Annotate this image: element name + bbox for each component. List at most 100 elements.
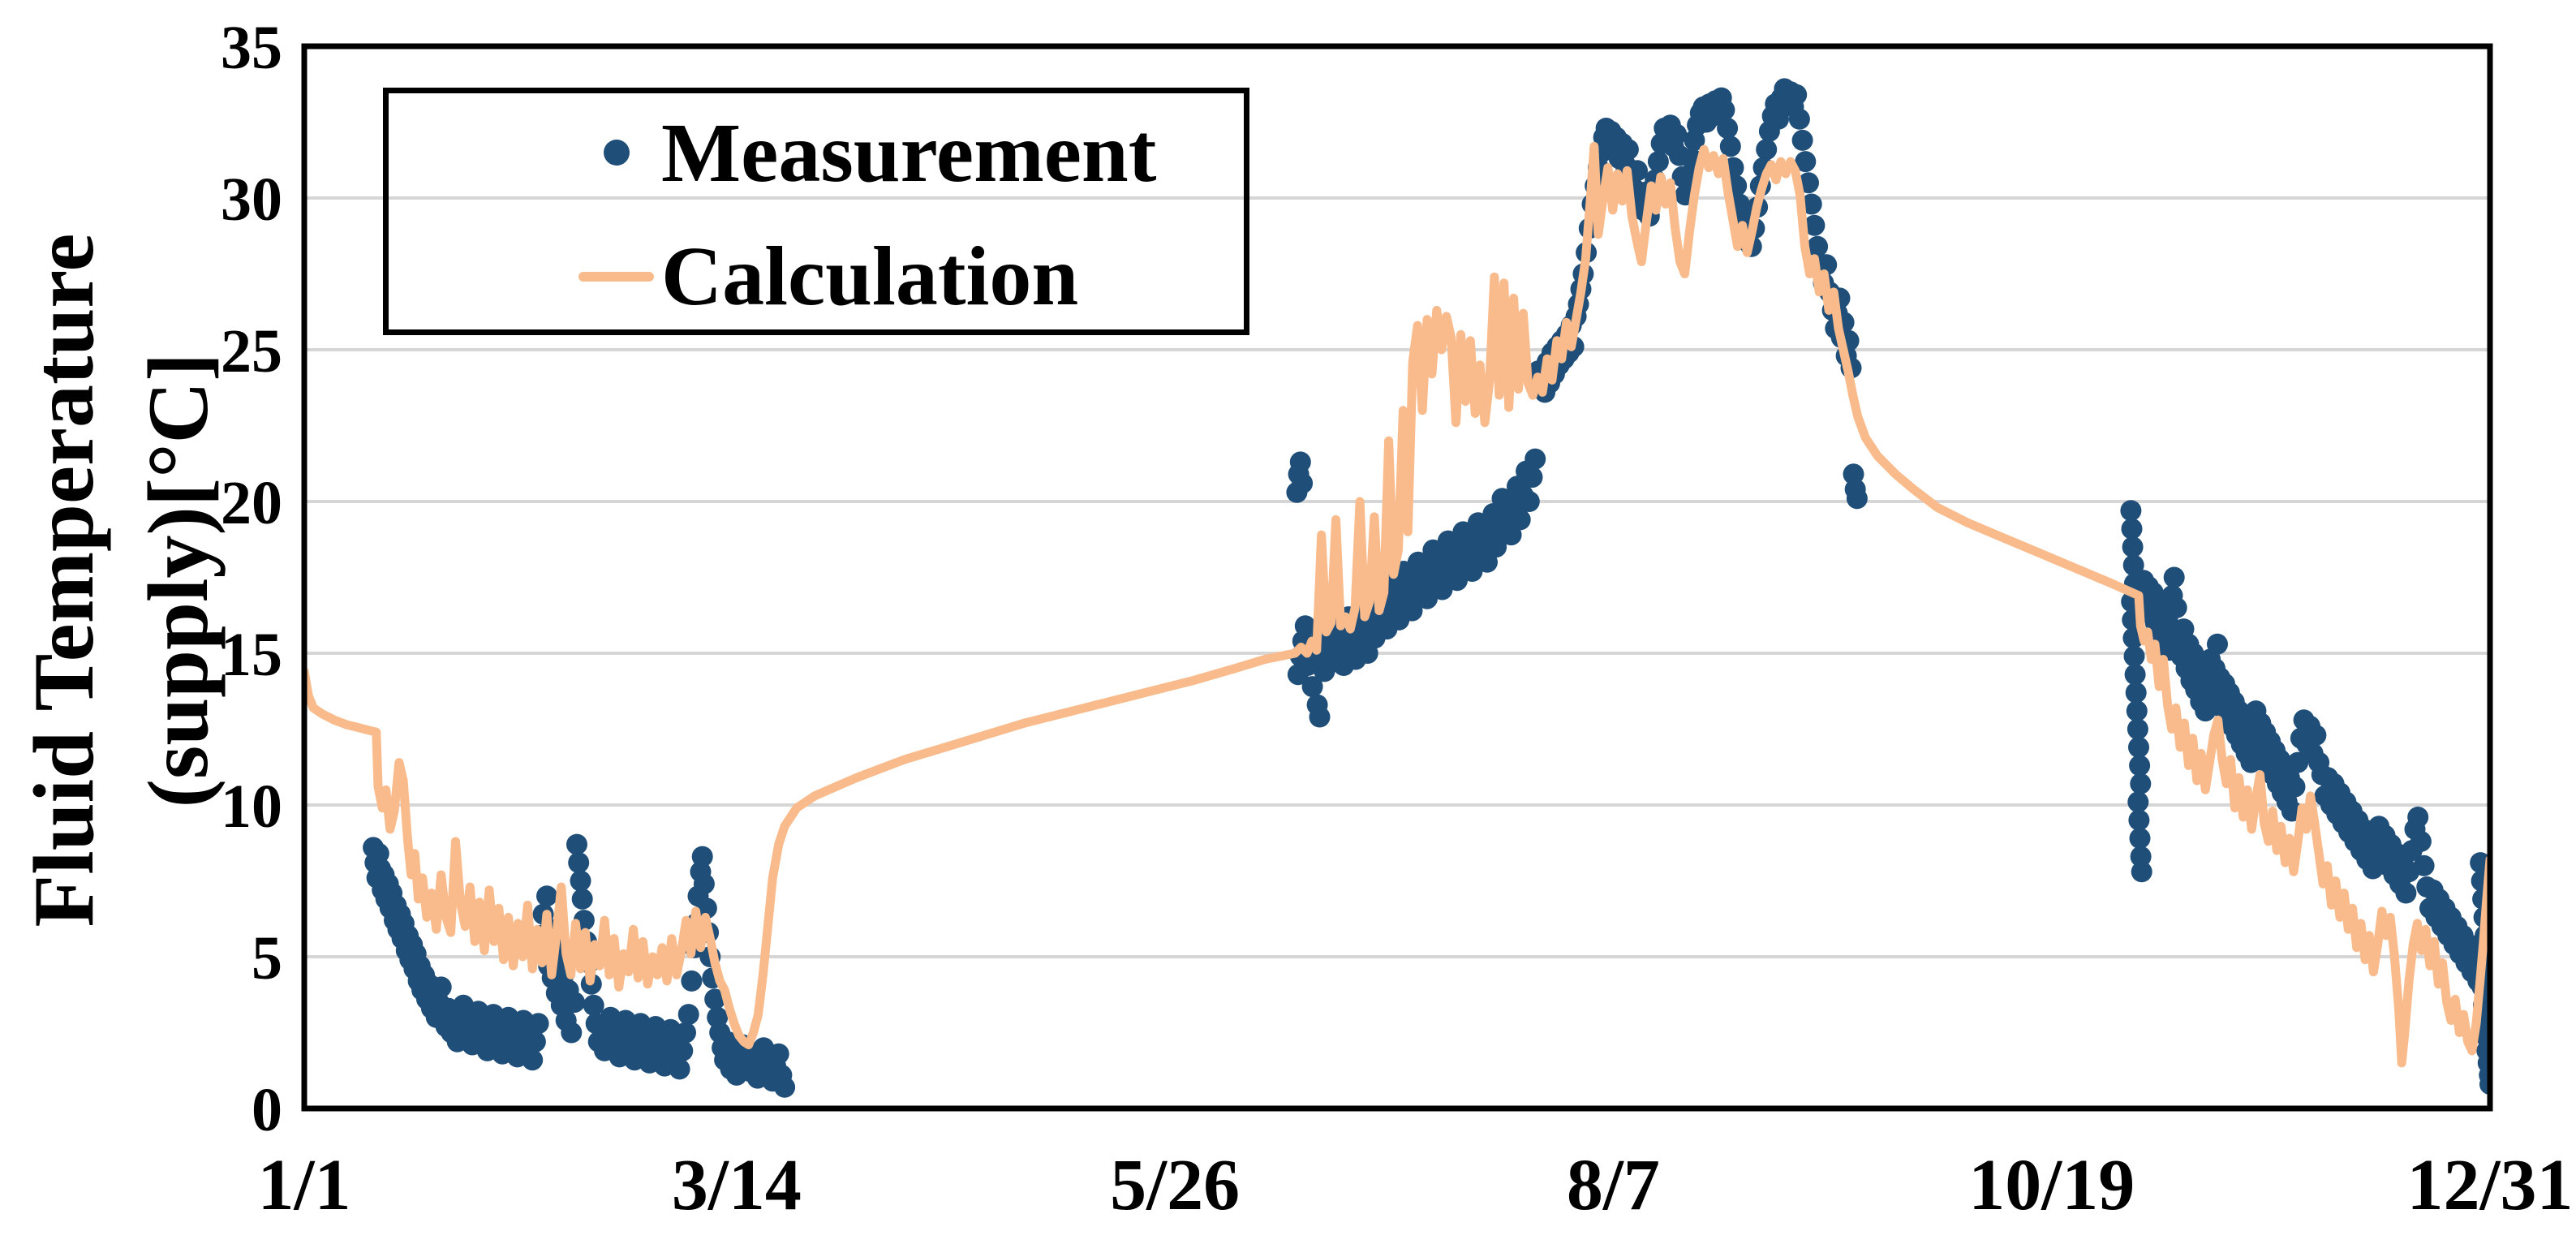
y-tick-label: 15 <box>221 621 282 689</box>
y-axis-tick-labels: 0 5 10 15 20 25 30 35 <box>221 14 282 1144</box>
measurement-dot <box>2126 700 2148 722</box>
y-tick-label: 0 <box>252 1076 282 1144</box>
measurement-dot <box>672 1040 694 1061</box>
measurement-dot <box>2131 861 2152 883</box>
measurement-dot <box>2413 854 2435 876</box>
measurement-dot <box>2128 736 2149 758</box>
measurement-dot <box>2130 773 2152 794</box>
measurement-dot <box>1521 467 1543 489</box>
y-tick-label: 20 <box>221 469 282 537</box>
y-tick-label: 10 <box>221 773 282 841</box>
measurement-dot <box>2410 830 2432 852</box>
measurement-dot <box>1477 551 1498 573</box>
measurement-dot <box>1647 151 1669 173</box>
measurement-dot <box>693 873 715 895</box>
y-tick-label: 5 <box>252 924 282 992</box>
measurement-dot <box>1717 118 1739 139</box>
measurement-dot <box>1525 448 1546 470</box>
measurement-dot <box>564 992 585 1014</box>
measurement-dot <box>1714 99 1735 121</box>
measurement-dot <box>2284 776 2306 798</box>
measurement-dot <box>2121 518 2143 540</box>
measurement-dot <box>1301 676 1323 698</box>
y-axis-title: Fluid Temperature (supply)[°C] <box>2 35 242 1126</box>
calculation-line <box>304 141 2490 1068</box>
measurement-dot <box>2123 645 2145 667</box>
measurement-dot <box>2165 596 2187 618</box>
measurement-dot <box>1509 509 1531 531</box>
measurement-dot <box>430 976 452 998</box>
measurement-dot <box>570 870 591 892</box>
measurement-dot <box>522 1049 544 1071</box>
measurement-dot-icon <box>604 140 630 166</box>
measurement-dot <box>2127 718 2148 740</box>
x-tick-label: 5/26 <box>1110 1145 1240 1225</box>
measurement-dot <box>1486 536 1507 558</box>
measurement-dot <box>1289 451 1311 473</box>
x-axis-tick-labels: 1/1 3/14 5/26 8/7 10/19 12/31 <box>257 1145 2573 1225</box>
measurement-dot <box>1309 706 1331 728</box>
legend: Measurement Calculation <box>383 88 1249 335</box>
measurement-dot <box>2395 882 2417 904</box>
measurement-dot <box>691 846 713 867</box>
measurement-dot <box>2478 1031 2490 1052</box>
measurement-dot <box>571 888 593 910</box>
measurement-dot <box>2130 846 2152 867</box>
measurement-dot <box>1666 123 1688 145</box>
measurement-dot <box>2207 633 2228 655</box>
measurement-dot <box>704 988 726 1010</box>
legend-label-calculation: Calculation <box>661 229 1079 323</box>
legend-item-measurement: Measurement <box>661 102 1156 203</box>
measurement-dot <box>2122 536 2144 558</box>
measurement-dot <box>561 1022 583 1044</box>
measurement-dot <box>1292 472 1314 494</box>
gridlines <box>304 196 2490 958</box>
measurement-dot <box>1768 108 1789 130</box>
measurement-dot <box>1800 193 1822 215</box>
measurement-dot <box>774 1076 796 1098</box>
measurement-dot <box>695 897 717 919</box>
measurement-dot <box>2120 500 2142 522</box>
measurement-dot <box>1807 235 1829 257</box>
y-tick-label: 25 <box>221 317 282 385</box>
plot-border <box>301 43 2493 1112</box>
x-tick-label: 8/7 <box>1567 1145 1660 1225</box>
measurement-dot <box>1786 84 1808 105</box>
measurement-dot <box>1719 136 1741 157</box>
x-tick-label: 10/19 <box>1968 1145 2135 1225</box>
y-axis-title-line2: (supply)[°C] <box>131 352 226 808</box>
legend-item-calculation: Calculation <box>661 226 1078 326</box>
measurement-dot <box>527 1013 549 1035</box>
measurement-dot <box>2305 725 2327 746</box>
measurement-dot <box>2129 828 2151 850</box>
measurement-dot <box>2127 791 2149 813</box>
measurement-dot <box>1788 108 1810 130</box>
measurement-dot <box>675 1022 696 1044</box>
measurement-dot <box>583 994 604 1016</box>
x-tick-label: 1/1 <box>257 1145 350 1225</box>
measurement-dot <box>1846 488 1868 510</box>
measurement-dot <box>2163 566 2185 588</box>
measurement-dot <box>2124 664 2146 686</box>
measurement-dot <box>2129 755 2151 777</box>
measurement-dot <box>2125 682 2147 704</box>
y-tick-label: 35 <box>221 14 282 82</box>
measurement-dot <box>1518 491 1540 512</box>
y-axis-title-line1: Fluid Temperature <box>16 233 112 928</box>
measurement-dot <box>1795 151 1817 173</box>
measurement-dot <box>768 1043 789 1065</box>
measurement-dot <box>1804 214 1826 236</box>
measurement-dot <box>1816 254 1838 276</box>
measurement-dot <box>1294 615 1316 637</box>
measurement-dot <box>681 970 703 992</box>
measurement-dot <box>566 833 587 855</box>
measurement-dot <box>536 885 557 907</box>
measurement-dot <box>2407 807 2429 828</box>
legend-label-measurement: Measurement <box>661 105 1157 200</box>
x-tick-label: 3/14 <box>672 1145 802 1225</box>
measurement-dot <box>1617 139 1639 161</box>
measurement-dot <box>524 1031 546 1052</box>
series-calculation <box>304 141 2490 1068</box>
